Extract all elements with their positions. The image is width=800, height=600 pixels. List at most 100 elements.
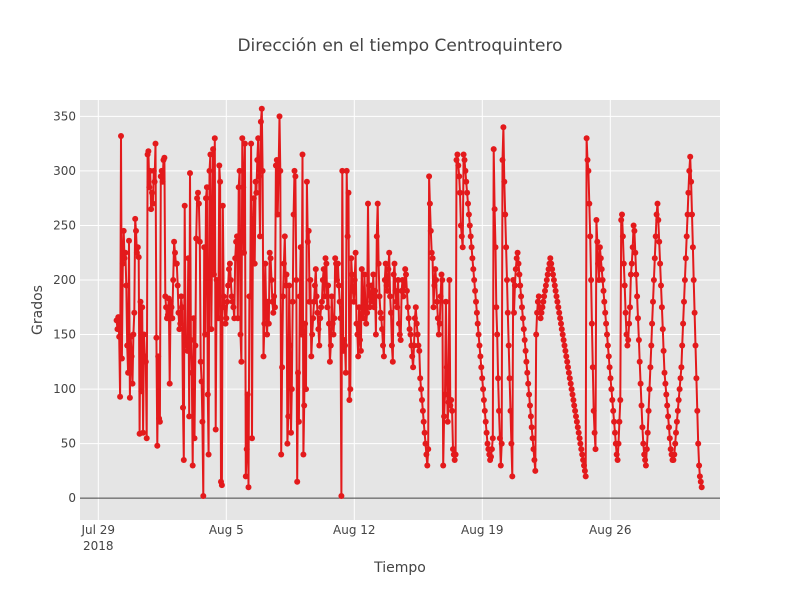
data-point — [271, 293, 278, 300]
data-point — [397, 337, 404, 343]
data-point — [332, 255, 339, 262]
data-point — [650, 298, 656, 305]
data-point — [626, 320, 633, 327]
data-point — [182, 342, 189, 349]
data-point — [404, 304, 411, 311]
data-point — [241, 140, 248, 147]
data-point — [556, 309, 563, 316]
data-point — [157, 173, 164, 180]
data-point — [138, 388, 145, 395]
data-point — [521, 337, 528, 343]
data-point — [627, 304, 633, 311]
data-point — [300, 451, 307, 458]
data-point — [586, 200, 593, 207]
data-point — [675, 397, 682, 403]
data-point — [682, 255, 689, 262]
data-point — [559, 331, 566, 338]
data-point — [476, 342, 483, 349]
data-point — [589, 364, 596, 371]
data-point — [163, 304, 170, 311]
data-point — [500, 124, 507, 131]
data-point — [232, 255, 239, 262]
x-tick-label: Aug 19 — [461, 523, 504, 537]
data-point — [479, 375, 486, 382]
data-point — [649, 320, 656, 327]
data-point — [155, 353, 162, 360]
data-point — [195, 189, 201, 196]
data-point — [308, 353, 315, 360]
data-point — [320, 266, 327, 273]
data-point — [426, 173, 433, 180]
data-point — [219, 202, 226, 209]
data-point — [348, 255, 355, 262]
data-point — [471, 277, 478, 283]
data-point — [340, 347, 347, 354]
data-point — [180, 457, 187, 463]
data-point — [662, 380, 669, 387]
data-point — [289, 298, 296, 305]
data-point — [187, 170, 193, 177]
data-point — [283, 271, 290, 278]
data-point — [684, 211, 691, 218]
data-point — [315, 326, 322, 333]
data-point — [321, 293, 328, 300]
data-point — [396, 320, 402, 327]
data-point — [434, 315, 441, 322]
data-point — [339, 167, 346, 174]
data-point — [360, 315, 367, 322]
data-point — [440, 462, 447, 469]
data-point — [228, 293, 235, 300]
data-point — [388, 342, 395, 349]
data-point — [642, 462, 649, 469]
data-point — [564, 358, 571, 365]
data-point — [533, 331, 540, 338]
data-point — [419, 407, 426, 414]
y-axis-ticks: 0 50 100 150 200 250 300 350 — [53, 109, 76, 505]
data-point — [504, 277, 510, 283]
data-point — [126, 237, 132, 244]
data-point — [299, 151, 306, 158]
data-point — [167, 298, 174, 305]
data-point — [377, 309, 384, 316]
x-tick-label: Aug 26 — [589, 523, 632, 537]
data-point — [433, 277, 440, 283]
data-point — [276, 113, 283, 120]
data-point — [140, 429, 147, 436]
data-point — [254, 157, 261, 163]
data-point — [354, 331, 361, 338]
data-point — [435, 331, 442, 338]
data-point — [606, 364, 613, 371]
data-point — [610, 407, 617, 414]
data-point — [256, 173, 263, 180]
data-point — [120, 227, 127, 234]
data-point — [236, 167, 243, 174]
data-point — [488, 446, 495, 453]
data-point — [361, 271, 368, 278]
data-point — [399, 277, 406, 283]
data-point — [582, 473, 589, 480]
data-point — [152, 140, 159, 147]
series-layer — [113, 105, 705, 499]
data-point — [187, 337, 194, 343]
data-point — [527, 413, 534, 420]
data-point — [552, 287, 559, 294]
data-point — [172, 249, 178, 256]
data-point — [614, 457, 621, 463]
data-point — [660, 347, 667, 354]
data-point — [455, 162, 462, 169]
data-point — [370, 271, 377, 278]
data-point — [514, 249, 521, 256]
data-point — [114, 326, 121, 333]
data-point — [239, 135, 246, 142]
data-point — [394, 304, 401, 311]
data-point — [673, 429, 679, 436]
data-point — [512, 266, 519, 273]
data-point — [305, 227, 312, 234]
data-point — [600, 287, 607, 294]
data-point — [412, 304, 419, 311]
data-point — [234, 315, 241, 322]
data-point — [670, 457, 677, 463]
data-point — [121, 255, 128, 262]
data-point — [480, 386, 487, 393]
data-point — [619, 233, 626, 240]
